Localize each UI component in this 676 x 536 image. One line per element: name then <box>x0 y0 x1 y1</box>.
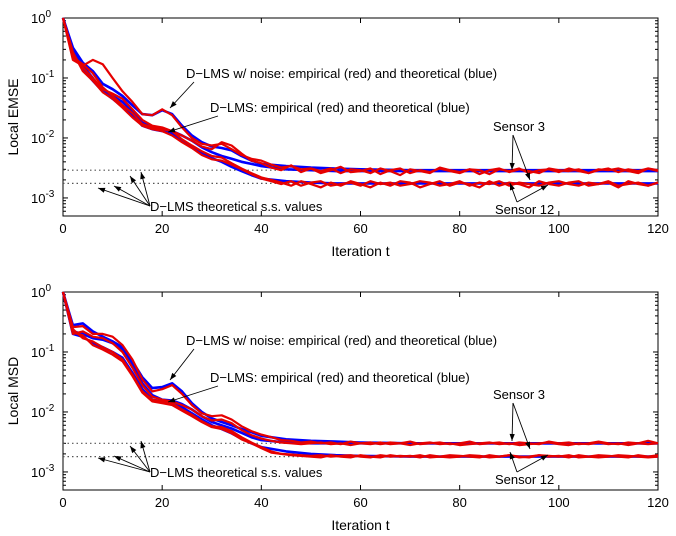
annotation-steady-state-arrow <box>97 187 151 207</box>
theoretical-series-line <box>61 291 658 445</box>
annotation-sensor-12-arrow-head <box>540 455 548 461</box>
annotation-sensor-3-arrow <box>512 134 531 181</box>
annotation-noise-arrow-head <box>170 101 177 108</box>
empirical-series-line <box>61 291 659 446</box>
empirical-series-line <box>61 291 659 459</box>
annotation-steady-state-arrow-head <box>114 186 122 192</box>
annotation-steady-state-arrow-head <box>140 441 146 449</box>
annotation-noise: D−LMS w/ noise: empirical (red) and theo… <box>186 66 497 81</box>
empirical-series-line <box>61 17 659 176</box>
annotation-dlms-arrow <box>167 385 219 403</box>
annotation-steady-state-arrow-head <box>130 176 137 184</box>
empirical-series-line <box>61 17 659 189</box>
annotation-sensor-3-arrow-head <box>525 441 531 449</box>
annotation-sensor-3-arrow-head <box>525 172 530 180</box>
x-tick-label: 100 <box>548 495 570 510</box>
annotation-steady-state: D−LMS theoretical s.s. values <box>150 465 323 480</box>
annotation-sensor-3-arrow-head <box>509 433 515 441</box>
annotation-steady-state-arrow <box>97 457 151 473</box>
msd-chart: 0 20 40 60 80 100 120 10-3 10-2 10-1 100 Iteration … <box>5 283 669 533</box>
annotation-dlms-arrow <box>167 115 219 133</box>
y-tick-label: 10-3 <box>31 463 55 480</box>
annotation-sensor-12: Sensor 12 <box>495 472 554 487</box>
theoretical-series-line <box>61 291 658 445</box>
x-axis-label: Iteration t <box>331 243 389 259</box>
x-tick-label: 80 <box>452 221 466 236</box>
x-tick-label: 80 <box>452 495 466 510</box>
x-tick-label: 60 <box>353 221 367 236</box>
y-tick-label: 10-2 <box>31 403 55 420</box>
x-tick-label: 0 <box>59 221 66 236</box>
empirical-series-line <box>61 17 659 187</box>
x-tick-label: 40 <box>254 221 268 236</box>
annotation-noise: D−LMS w/ noise: empirical (red) and theo… <box>186 333 497 348</box>
theoretical-series-line <box>61 17 658 173</box>
x-tick-label: 120 <box>647 495 669 510</box>
x-axis-label: Iteration t <box>331 517 389 533</box>
annotation-sensor-12-arrow-head <box>540 185 548 191</box>
annotation-dlms-arrow-head <box>168 127 176 133</box>
annotation-steady-state-arrow-head <box>140 172 146 180</box>
y-tick-label: 100 <box>31 283 51 300</box>
x-tick-label: 100 <box>548 221 570 236</box>
y-axis-label: Local MSD <box>5 357 21 425</box>
annotation-sensor-12-arrow-head <box>509 183 515 191</box>
y-tick-label: 10-3 <box>31 189 55 206</box>
y-tick-label: 10-1 <box>31 69 55 86</box>
annotation-steady-state-arrow-head <box>98 457 106 463</box>
x-tick-label: 20 <box>155 495 169 510</box>
annotation-dlms: D−LMS: empirical (red) and theoretical (… <box>210 100 470 115</box>
y-tick-label: 100 <box>31 9 51 26</box>
y-tick-label: 10-2 <box>31 129 55 146</box>
annotation-sensor-3: Sensor 3 <box>493 387 545 402</box>
annotation-sensor-3-arrow-head <box>509 162 515 170</box>
annotation-dlms-arrow-head <box>168 397 176 403</box>
x-tick-label: 0 <box>59 495 66 510</box>
theoretical-series-line <box>61 17 658 172</box>
annotation-sensor-3-arrow <box>512 402 531 450</box>
x-tick-label: 120 <box>647 221 669 236</box>
annotation-sensor-12: Sensor 12 <box>495 202 554 217</box>
x-tick-label: 20 <box>155 221 169 236</box>
annotation-sensor-3: Sensor 3 <box>493 119 545 134</box>
annotation-steady-state-arrow-head <box>130 446 137 454</box>
annotation-steady-state: D−LMS theoretical s.s. values <box>150 199 323 214</box>
y-tick-label: 10-1 <box>31 343 55 360</box>
annotation-dlms: D−LMS: empirical (red) and theoretical (… <box>210 370 470 385</box>
annotation-noise-arrow-head <box>170 372 177 380</box>
annotation-sensor-12-arrow-head <box>509 452 515 460</box>
annotation-steady-state-arrow-head <box>98 187 106 193</box>
empirical-series-line <box>61 291 659 447</box>
annotation-steady-state-arrow-head <box>114 456 122 462</box>
empirical-series-line <box>61 17 659 177</box>
x-tick-label: 40 <box>254 495 268 510</box>
y-axis-label: Local EMSE <box>5 78 21 155</box>
x-tick-label: 60 <box>353 495 367 510</box>
emse-chart: 0 20 40 60 80 100 120 10-3 10-2 10-1 100 Iteration … <box>5 9 669 259</box>
